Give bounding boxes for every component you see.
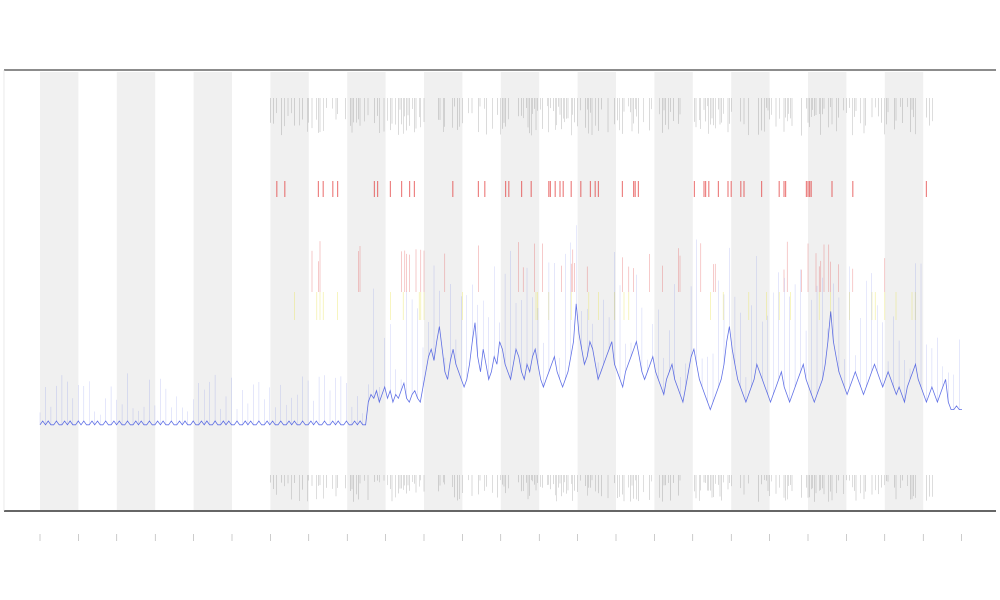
shaded-band <box>116 72 156 510</box>
shaded-band <box>654 72 693 510</box>
series-line <box>39 303 962 426</box>
shaded-bands <box>40 72 924 510</box>
event-markers <box>270 98 933 502</box>
shaded-band <box>884 72 924 510</box>
shaded-band <box>347 72 386 510</box>
shaded-band <box>424 72 463 510</box>
series-layer <box>39 225 962 426</box>
shaded-band <box>731 72 770 510</box>
shaded-band <box>500 72 540 510</box>
shaded-band <box>40 72 79 510</box>
shaded-band <box>193 72 232 510</box>
shaded-band <box>270 72 309 510</box>
x-axis-ticks <box>39 534 962 541</box>
shaded-band <box>808 72 847 510</box>
shaded-band <box>577 72 616 510</box>
